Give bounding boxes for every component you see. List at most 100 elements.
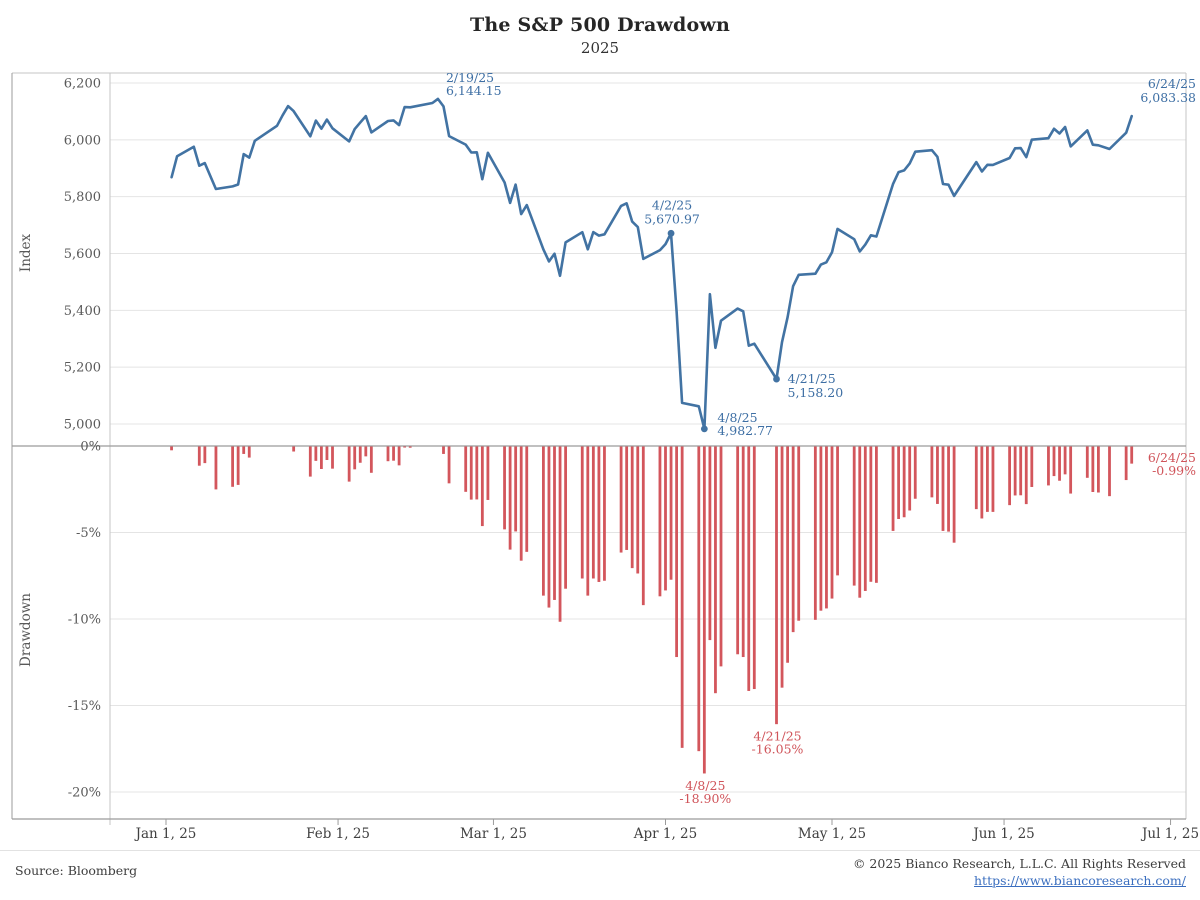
drawdown-bar — [203, 446, 207, 464]
drawdown-bar — [797, 446, 801, 621]
drawdown-bar — [242, 446, 246, 454]
chart-title: The S&P 500 Drawdown — [470, 14, 730, 36]
drawdown-bar — [1008, 446, 1011, 506]
drawdown-bar — [714, 446, 717, 694]
drawdown-bar — [1019, 446, 1023, 496]
drawdown-bar — [586, 446, 590, 596]
drawdown-bar — [603, 446, 606, 581]
ytick-drawdown: 0% — [80, 440, 101, 455]
drawdown-bar — [908, 446, 912, 511]
ann-4-2-value: 5,670.97 — [644, 211, 700, 226]
drawdown-bar — [447, 446, 451, 484]
drawdown-bar — [902, 446, 906, 518]
drawdown-bar — [364, 446, 368, 457]
copyright-block: © 2025 Bianco Research, L.L.C. All Right… — [853, 856, 1186, 890]
drawdown-bar — [897, 446, 900, 519]
ann-4-21-marker — [773, 375, 780, 383]
drawdown-bar — [508, 446, 512, 550]
drawdown-bar — [747, 446, 751, 691]
drawdown-bar — [1091, 446, 1095, 492]
drawdown-bar — [980, 446, 984, 519]
drawdown-bar — [836, 446, 839, 576]
xtick-label: Feb 1, 25 — [306, 826, 370, 842]
drawdown-bar — [170, 446, 173, 451]
drawdown-bar — [525, 446, 529, 552]
drawdown-bar — [786, 446, 789, 663]
index-line — [170, 97, 1133, 431]
drawdown-bar — [553, 446, 556, 600]
drawdown-bar — [974, 446, 978, 510]
drawdown-bar — [408, 446, 412, 448]
ytick-drawdown: -10% — [68, 613, 101, 628]
xtick-label: Jun 1, 25 — [971, 826, 1034, 842]
drawdown-bar — [325, 446, 329, 460]
drawdown-bar — [741, 446, 745, 658]
drawdown-bar — [1130, 446, 1134, 464]
xtick-label: Jul 1, 25 — [1140, 826, 1199, 842]
dd-6-24-date: 6/24/25 — [1148, 450, 1196, 465]
ytick-index: 5,200 — [64, 361, 101, 376]
drawdown-bar — [331, 446, 334, 469]
drawdown-bar — [564, 446, 567, 589]
drawdown-bar — [825, 446, 828, 609]
xtick-label: Jan 1, 25 — [134, 826, 197, 842]
ytick-index: 5,000 — [64, 418, 101, 433]
drawdown-bar — [858, 446, 862, 598]
drawdown-bar — [353, 446, 357, 470]
drawdown-bar — [702, 446, 706, 774]
ytick-index: 5,800 — [64, 190, 101, 205]
drawdown-bar — [913, 446, 917, 499]
drawdown-bar — [941, 446, 945, 531]
drawdown-bar — [1030, 446, 1034, 487]
ytick-index: 6,200 — [64, 77, 101, 92]
y-axis-title-index: Index — [18, 233, 34, 272]
drawdown-bar — [936, 446, 939, 504]
title-block: The S&P 500 Drawdown 2025 — [0, 14, 1200, 57]
copyright-text: © 2025 Bianco Research, L.L.C. All Right… — [852, 856, 1186, 871]
drawdown-bar — [397, 446, 401, 466]
drawdown-bar — [719, 446, 723, 667]
drawdown-bar — [641, 446, 645, 606]
drawdown-bar — [1063, 446, 1067, 475]
drawdown-bar — [292, 446, 296, 452]
drawdown-bar — [392, 446, 395, 461]
drawdown-bar — [597, 446, 601, 582]
ann-4-8-date: 4/8/25 — [717, 410, 757, 425]
drawdown-bar — [813, 446, 817, 620]
drawdown-bar — [214, 446, 218, 490]
drawdown-bar — [503, 446, 506, 530]
ytick-index: 5,600 — [64, 247, 101, 262]
dd-4-8-date: 4/8/25 — [685, 778, 725, 793]
drawdown-bar — [736, 446, 740, 655]
drawdown-bar — [231, 446, 234, 487]
drawdown-bar — [386, 446, 390, 462]
drawdown-bar — [480, 446, 484, 527]
drawdown-bar — [547, 446, 551, 608]
drawdown-bar — [752, 446, 756, 690]
drawdown-bar — [952, 446, 956, 543]
y-axis-title-drawdown: Drawdown — [18, 593, 34, 667]
drawdown-bar — [1124, 446, 1128, 481]
drawdown-bar — [947, 446, 950, 532]
dd-4-8-value: -18.90% — [679, 791, 731, 806]
drawdown-bar — [1024, 446, 1028, 505]
drawdown-bar — [558, 446, 562, 622]
xtick-label: Mar 1, 25 — [460, 826, 527, 842]
drawdown-bar — [1047, 446, 1050, 486]
drawdown-bar — [830, 446, 834, 599]
ann-4-2-marker — [667, 229, 675, 237]
ann-4-21-value: 5,158.20 — [788, 385, 844, 400]
drawdown-bar — [1108, 446, 1111, 497]
ytick-index: 6,000 — [64, 133, 101, 148]
drawdown-bar — [358, 446, 362, 463]
biancoresearch-link[interactable]: https://www.biancoresearch.com/ — [974, 872, 1186, 888]
dd-6-24-value: -0.99% — [1152, 463, 1196, 478]
drawdown-bar — [514, 446, 518, 532]
drawdown-bar — [1069, 446, 1073, 494]
drawdown-bar — [658, 446, 662, 597]
ytick-drawdown: -5% — [76, 526, 101, 541]
drawdown-bar — [236, 446, 240, 485]
drawdown-bar — [464, 446, 468, 492]
drawdown-bar — [625, 446, 629, 550]
